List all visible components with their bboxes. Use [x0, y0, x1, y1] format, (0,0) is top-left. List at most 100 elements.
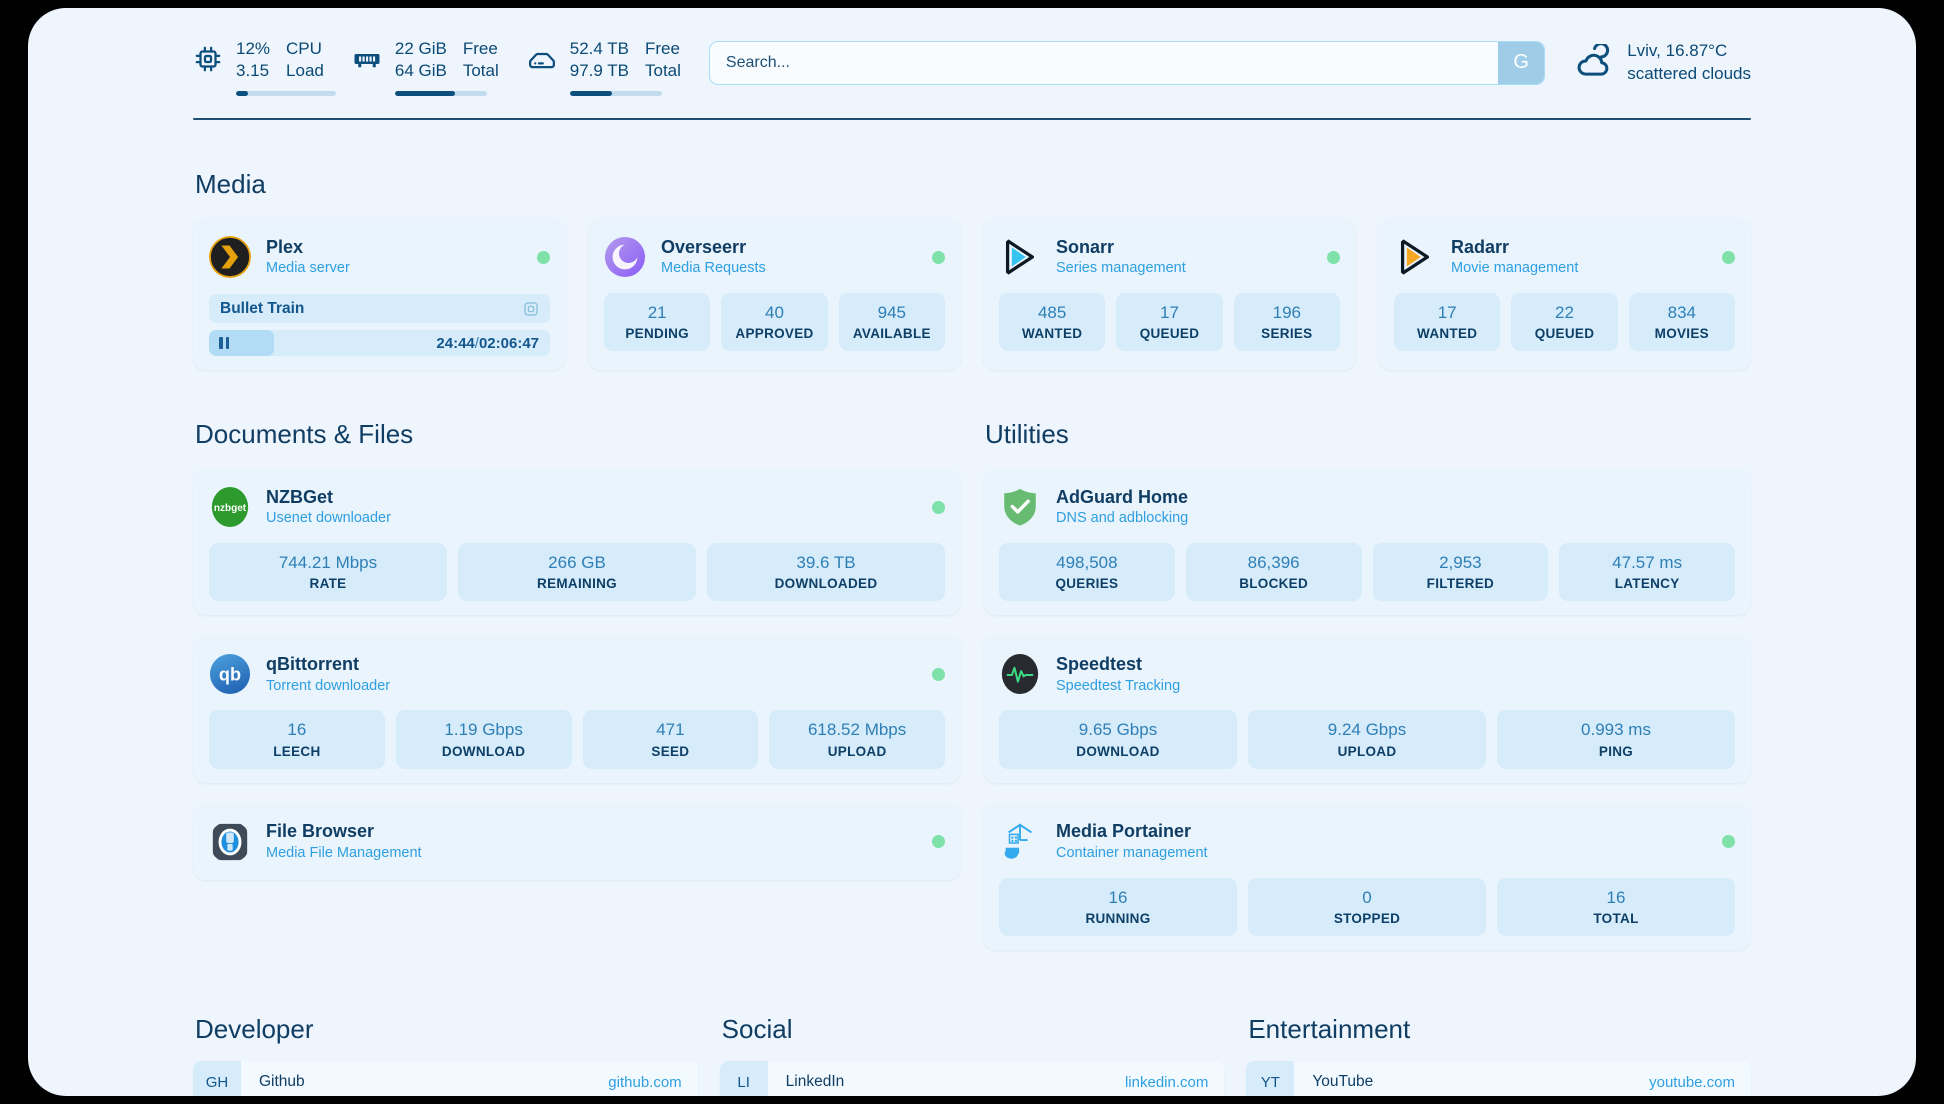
status-indicator-online	[932, 835, 945, 848]
stat-value: 9.24 Gbps	[1327, 720, 1407, 740]
stat-tile[interactable]: 471 SEED	[582, 710, 759, 769]
stat-tile[interactable]: 266 GB REMAINING	[458, 543, 696, 602]
service-card-header[interactable]: Speedtest Speedtest Tracking	[999, 650, 1735, 698]
stat-tile[interactable]: 16 RUNNING	[999, 877, 1237, 936]
service-name: Plex	[266, 236, 304, 257]
now-playing-bar[interactable]: Bullet Train	[209, 294, 550, 323]
stat-tile[interactable]: 16 LEECH	[209, 710, 385, 769]
stat-tile[interactable]: 17 QUEUED	[1116, 293, 1223, 352]
service-name: Radarr	[1451, 236, 1510, 257]
service-description: Usenet downloader	[266, 510, 391, 527]
stat-tile[interactable]: 0 STOPPED	[1248, 877, 1486, 936]
stat-tile[interactable]: 17 WANTED	[1394, 293, 1501, 352]
bookmark-group-title: Social	[721, 1013, 793, 1044]
stat-tile[interactable]: 86,396 BLOCKED	[1185, 543, 1362, 602]
resource-label-secondary: Total	[462, 60, 499, 80]
stat-label: SEED	[651, 743, 690, 759]
stat-value: 945	[877, 303, 906, 322]
stat-tile[interactable]: 0.993 ms PING	[1497, 710, 1735, 769]
section-title-utilities: Utilities	[985, 419, 1069, 449]
service-card[interactable]: qb qBittorrent Torrent downloader 16 LEECH 1.…	[193, 635, 961, 783]
service-card[interactable]: nzbget NZBGet Usenet downloader 744.21 Mbps…	[193, 468, 961, 616]
stat-label: SERIES	[1261, 326, 1313, 342]
stat-value: 22	[1555, 303, 1574, 322]
stat-tile[interactable]: 945 AVAILABLE	[838, 293, 945, 352]
playback-progress-bar[interactable]: 24:44/02:06:47	[209, 330, 550, 356]
service-stats: 485 WANTED 17 QUEUED 196 SERIES	[999, 293, 1340, 352]
service-card[interactable]: Media Portainer Container management 16 RUN…	[983, 802, 1751, 950]
service-card[interactable]: Radarr Movie management 17 WANTED 22 QUEUED 83…	[1378, 218, 1751, 370]
pause-icon[interactable]	[219, 337, 229, 349]
stat-label: AVAILABLE	[852, 326, 931, 342]
bookmark-item[interactable]: GH Github github.com	[193, 1060, 698, 1096]
stat-value: 196	[1272, 303, 1301, 322]
service-card-header[interactable]: nzbget NZBGet Usenet downloader	[209, 483, 945, 531]
stat-label: QUEUED	[1139, 326, 1200, 342]
stat-tile[interactable]: 22 QUEUED	[1511, 293, 1618, 352]
search-bar[interactable]: G	[708, 40, 1546, 85]
service-card[interactable]: Sonarr Series management 485 WANTED 17 QUEUED…	[983, 218, 1356, 370]
service-card-header[interactable]: AdGuard Home DNS and adblocking	[999, 483, 1735, 531]
stat-tile[interactable]: 485 WANTED	[999, 293, 1106, 352]
service-card[interactable]: File Browser Media File Management	[193, 802, 961, 880]
stat-value: 0	[1362, 887, 1372, 907]
stat-value: 744.21 Mbps	[278, 553, 378, 572]
service-meta: Radarr Movie management	[1451, 236, 1578, 278]
stat-label: UPLOAD	[1337, 743, 1397, 759]
stat-tile[interactable]: 196 SERIES	[1233, 293, 1340, 352]
stat-label: FILTERED	[1426, 576, 1495, 592]
service-card-header[interactable]: Radarr Movie management	[1394, 233, 1735, 281]
stat-tile[interactable]: 618.52 Mbps UPLOAD	[769, 710, 945, 769]
resource-value-secondary: 97.9 TB	[569, 60, 629, 80]
stat-label: QUEUED	[1534, 326, 1595, 342]
stat-label: RATE	[309, 576, 347, 592]
stat-tile[interactable]: 9.24 Gbps UPLOAD	[1248, 710, 1486, 769]
service-card-header[interactable]: Sonarr Series management	[999, 233, 1340, 281]
service-card[interactable]: Speedtest Speedtest Tracking 9.65 Gbps DOWN…	[983, 635, 1751, 783]
service-card-header[interactable]: Plex Media server	[209, 233, 550, 281]
stat-value: 471	[656, 720, 685, 740]
sonarr-icon	[999, 236, 1041, 278]
header-divider	[193, 117, 1751, 120]
stat-tile[interactable]: 21 PENDING	[604, 293, 711, 352]
stat-tile[interactable]: 2,953 FILTERED	[1372, 543, 1549, 602]
stat-tile[interactable]: 16 TOTAL	[1497, 877, 1735, 936]
resource-value-primary: 12%	[236, 39, 271, 58]
search-go-button[interactable]: G	[1498, 41, 1545, 84]
stat-tile[interactable]: 40 APPROVED	[721, 293, 828, 352]
stat-tile[interactable]: 39.6 TB DOWNLOADED	[707, 543, 945, 602]
stat-tile[interactable]: 1.19 Gbps DOWNLOAD	[395, 710, 572, 769]
bookmark-group-title: Entertainment	[1248, 1013, 1411, 1044]
memory-icon	[352, 44, 382, 74]
bookmark-item[interactable]: YT YouTube youtube.com	[1246, 1060, 1752, 1096]
stat-tile[interactable]: 498,508 QUERIES	[999, 543, 1175, 602]
stat-label: UPLOAD	[827, 743, 887, 759]
service-card[interactable]: Plex Media server Bullet Train 24:44/02:06:…	[193, 218, 566, 370]
filebrowser-icon	[209, 821, 251, 863]
service-card-header[interactable]: Overseerr Media Requests	[604, 233, 945, 281]
stat-tile[interactable]: 9.65 Gbps DOWNLOAD	[999, 710, 1237, 769]
stat-tile[interactable]: 834 MOVIES	[1628, 293, 1735, 352]
main-content: Media Plex Media server Bullet Train 24:44/…	[28, 169, 1916, 1096]
playback-elapsed: 24:44	[436, 334, 475, 352]
service-meta: Sonarr Series management	[1056, 236, 1186, 278]
service-card-header[interactable]: Media Portainer Container management	[999, 818, 1735, 866]
service-name: NZBGet	[266, 486, 333, 507]
service-stats: 744.21 Mbps RATE 266 GB REMAINING 39.6 TB DOW…	[209, 543, 945, 602]
cast-icon[interactable]	[523, 301, 539, 317]
search-input[interactable]	[709, 41, 1499, 84]
service-card-header[interactable]: File Browser Media File Management	[209, 818, 945, 866]
status-indicator-online	[537, 250, 550, 264]
service-card[interactable]: AdGuard Home DNS and adblocking 498,508 QUE…	[983, 468, 1751, 616]
bookmark-group: DeveloperGHGithubgithub.comSOStackOverfl…	[193, 1014, 698, 1096]
stat-label: QUERIES	[1055, 576, 1119, 592]
stat-tile[interactable]: 744.21 Mbps RATE	[209, 543, 447, 602]
utilities-card-stack: AdGuard Home DNS and adblocking 498,508 QUE…	[983, 468, 1751, 950]
service-card-header[interactable]: qb qBittorrent Torrent downloader	[209, 650, 945, 698]
stat-tile[interactable]: 47.57 ms LATENCY	[1559, 543, 1735, 602]
bookmark-item[interactable]: LI LinkedIn linkedin.com	[719, 1060, 1225, 1096]
service-stats: 498,508 QUERIES 86,396 BLOCKED 2,953 FILTERED…	[999, 543, 1735, 602]
service-meta: qBittorrent Torrent downloader	[266, 653, 390, 695]
service-card[interactable]: Overseerr Media Requests 21 PENDING 40 APPROV…	[588, 218, 961, 370]
service-description: Series management	[1056, 260, 1186, 277]
